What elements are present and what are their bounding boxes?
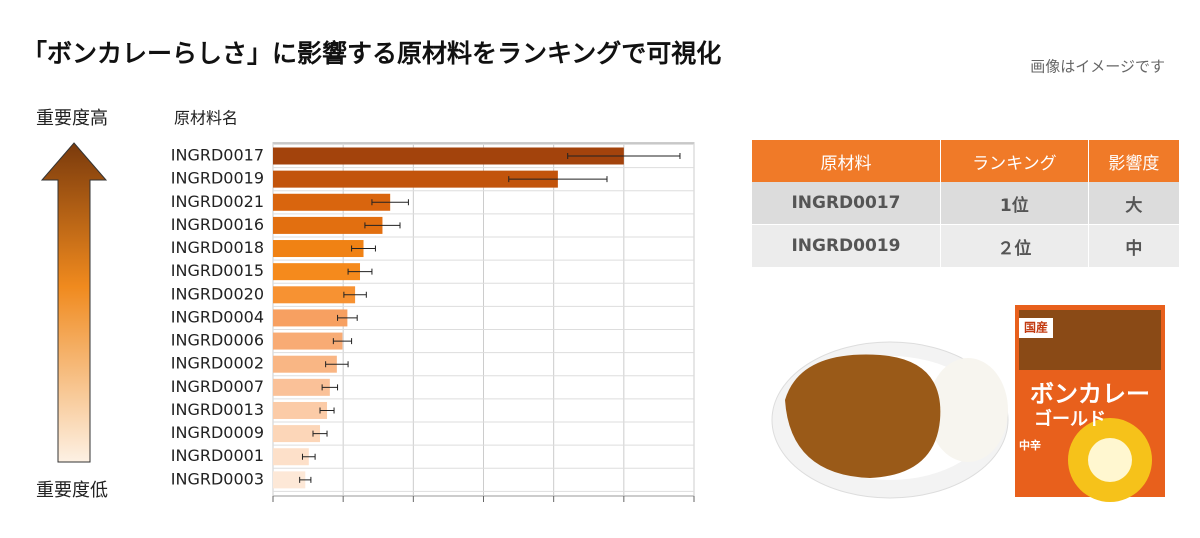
bar <box>273 240 364 258</box>
badge <box>1019 318 1053 338</box>
error-bar <box>312 430 328 437</box>
y-tick-label: INGRD0021 <box>171 192 264 211</box>
box-label: 中辛 <box>1019 438 1041 452</box>
y-tick-label: INGRD0015 <box>171 261 264 280</box>
y-tick-label: INGRD0020 <box>171 284 264 303</box>
title: 「ボンカレーらしさ」に影響する原材料をランキングで可視化 <box>22 39 721 68</box>
error-bar <box>319 407 335 414</box>
error-bar <box>371 199 409 206</box>
axis-low: 重要度低 <box>36 480 108 501</box>
y-tick-label: INGRD0003 <box>171 469 264 488</box>
bar <box>273 355 337 373</box>
rice <box>928 358 1008 462</box>
table-row: INGRD0019 ２位 中 <box>752 224 1181 267</box>
error-bar <box>337 314 358 321</box>
bar <box>273 309 348 327</box>
cell: 中 <box>1088 224 1181 267</box>
product-image: 国産 ボンカレー ゴールド 中辛 <box>771 305 1165 502</box>
cell: 1位 <box>940 182 1089 225</box>
bar <box>273 448 309 466</box>
box-label: 国産 <box>1024 320 1048 335</box>
bar <box>273 147 624 165</box>
bar <box>273 332 343 350</box>
ranking-table: 原材料 ランキング 影響度 INGRD0017 1位 大 INGRD0019 ２… <box>752 140 1181 267</box>
y-tick-label: INGRD0001 <box>171 446 264 465</box>
error-bar <box>325 361 349 368</box>
y-tick-label: INGRD0018 <box>171 238 264 257</box>
table-row: INGRD0017 1位 大 <box>752 182 1181 225</box>
header-cell: 原材料 <box>752 140 941 182</box>
error-bar <box>299 476 312 483</box>
error-bar <box>321 384 339 391</box>
note: 画像はイメージです <box>1030 58 1165 76</box>
plot: INGRD0017 INGRD0019 INGRD0021 INGRD0016 INGR… <box>171 143 695 502</box>
y-tick-label: INGRD0007 <box>171 377 264 396</box>
error-bar <box>301 453 316 460</box>
importance-arrow <box>40 142 108 463</box>
y-tick-label: INGRD0019 <box>171 169 264 188</box>
cell: ２位 <box>940 224 1089 267</box>
y-tick-label: INGRD0002 <box>171 354 264 373</box>
cell: INGRD0017 <box>752 182 941 225</box>
curry <box>785 354 941 478</box>
header-cell: 影響度 <box>1088 140 1181 182</box>
y-tick-label: INGRD0013 <box>171 400 264 419</box>
bar <box>273 378 330 396</box>
header-cell: ランキング <box>940 140 1089 182</box>
error-bar <box>351 245 376 252</box>
error-bar <box>332 338 353 345</box>
bar <box>273 170 558 188</box>
box-label: ゴールド <box>1034 408 1106 430</box>
y-tick-label: INGRD0006 <box>171 331 264 350</box>
y-tick-label: INGRD0004 <box>171 307 264 326</box>
bar <box>273 425 321 443</box>
cell: 大 <box>1088 182 1181 225</box>
bar <box>273 401 328 419</box>
error-bar <box>347 268 373 275</box>
error-bar <box>343 291 367 298</box>
error-bar <box>364 222 401 229</box>
box-label: ボンカレー <box>1030 380 1150 408</box>
bar <box>273 193 391 211</box>
axis-high: 重要度高 <box>36 108 108 129</box>
bar <box>273 471 306 489</box>
bar <box>273 263 361 281</box>
bar <box>273 286 356 304</box>
cell: INGRD0019 <box>752 224 941 267</box>
error-bar <box>567 153 681 159</box>
box-circle-inner <box>1088 438 1132 482</box>
y-tick-label: INGRD0016 <box>171 215 264 234</box>
error-bar <box>508 176 608 183</box>
y-axis-label: 原材料名 <box>174 109 238 128</box>
y-tick-label: INGRD0017 <box>171 146 264 165</box>
bar <box>273 216 383 234</box>
table-header: 原材料 ランキング 影響度 <box>752 140 1181 182</box>
y-tick-label: INGRD0009 <box>171 423 264 442</box>
